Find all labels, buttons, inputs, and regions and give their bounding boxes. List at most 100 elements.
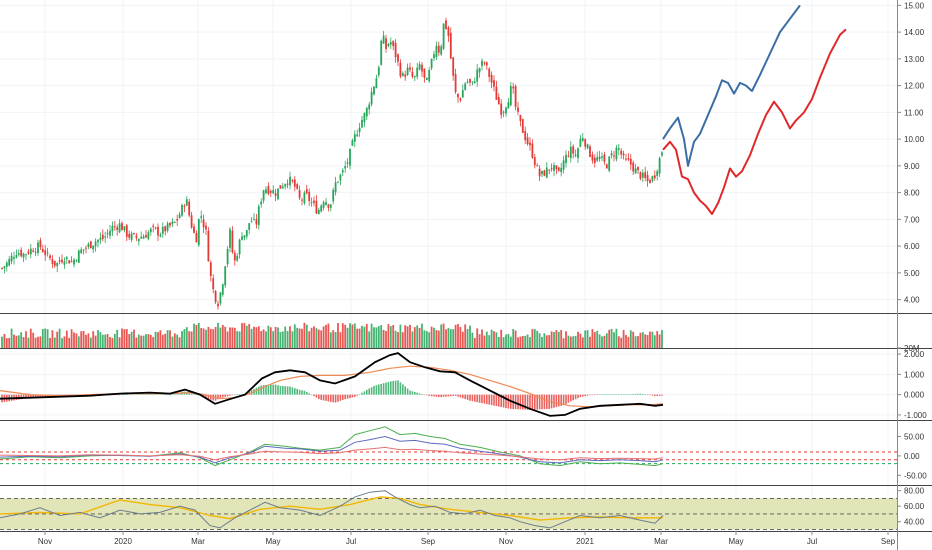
candle-body	[301, 199, 303, 201]
candle-body	[53, 260, 56, 266]
macd-line	[0, 352, 664, 417]
candle-123	[296, 182, 299, 190]
candle-206	[495, 80, 498, 100]
candle-body	[473, 81, 476, 84]
candle-body	[101, 234, 104, 239]
macd-hist-bar-248	[596, 394, 598, 395]
candle-body	[13, 257, 15, 259]
candle-body	[8, 259, 11, 266]
candle-183	[440, 44, 443, 56]
candle-36	[87, 242, 90, 250]
candle-34	[82, 249, 85, 255]
macd-hist-bar-81	[195, 394, 198, 396]
macd-hist-bar-224	[538, 394, 541, 410]
macd-hist-bar-118	[284, 386, 286, 395]
candle-body	[517, 107, 519, 112]
candle-body	[361, 119, 363, 128]
candle-body	[425, 77, 428, 80]
macd-hist-bar-52	[126, 394, 128, 395]
volume-bar-40	[97, 330, 99, 348]
candle-1	[3, 265, 6, 274]
macd-hist-bar-92	[222, 394, 224, 398]
volume-bar-7	[17, 335, 20, 348]
volume-bar-60	[145, 334, 147, 348]
candle-174	[418, 61, 421, 71]
candle-234	[562, 155, 565, 174]
candle-body	[497, 97, 500, 105]
candle-body	[289, 176, 291, 186]
x-axis[interactable]: Nov 2020 Mar May Jul Sep Nov 2021 Mar May Jul Sep	[38, 531, 896, 546]
volume-bar-20	[49, 337, 51, 348]
candle-15	[37, 239, 39, 256]
macd-hist-bar-204	[490, 394, 493, 406]
volume-bar-27	[65, 330, 68, 348]
candle-49	[118, 219, 121, 234]
candle-226	[543, 169, 546, 177]
volume-bar-61	[147, 334, 150, 348]
macd-hist-bar-115	[277, 385, 279, 395]
candle-72	[173, 221, 176, 224]
candle-41	[99, 232, 102, 244]
candle-body	[629, 158, 632, 165]
candle-191	[459, 97, 462, 103]
macd-hist-bar-200	[481, 394, 483, 404]
candle-216	[519, 114, 522, 127]
candle-body	[416, 67, 419, 77]
macd-hist-bar-60	[145, 393, 147, 395]
candle-body	[411, 71, 414, 77]
candle-222	[533, 153, 536, 169]
candle-body	[231, 230, 234, 253]
candle-130	[313, 196, 315, 207]
volume-bar-45	[109, 337, 111, 348]
volume-bar-68	[164, 333, 167, 348]
macd-tick-label-1: 1.000	[904, 370, 925, 379]
candle-270	[649, 178, 651, 184]
volume-bar-2	[5, 338, 8, 348]
volume-bar-114	[274, 326, 277, 348]
volume-bar-160	[385, 331, 387, 348]
macd-hist-bar-179	[430, 394, 433, 397]
volume-bar-237	[569, 336, 572, 348]
macd-hist-bar-133	[320, 394, 322, 400]
y-axes[interactable]: 4.00 5.00 6.00 7.00 8.00 9.00 10.00 11.00 12.00 1…	[897, 1, 927, 527]
volume-bar-37	[89, 337, 92, 348]
volume-bar-13	[32, 332, 35, 348]
candle-127	[305, 184, 308, 195]
candle-50	[121, 221, 123, 231]
volume-bar-222	[533, 329, 536, 348]
macd-hist-bar-172	[414, 391, 416, 395]
candle-body	[197, 219, 200, 246]
macd-hist-bar-135	[325, 394, 327, 401]
volume-bar-243	[584, 330, 587, 348]
macd-hist-bar-196	[471, 394, 474, 402]
volume-bar-257	[617, 336, 620, 348]
volume-bar-219	[526, 334, 529, 348]
price-tick-label-9: 13.00	[904, 55, 925, 64]
candle-45	[109, 224, 111, 239]
volume-bar-191	[459, 326, 462, 348]
candle-body	[56, 262, 59, 267]
macd-hist-bar-54	[130, 394, 133, 395]
macd-hist-bar-251	[603, 394, 606, 395]
candle-body	[380, 40, 383, 65]
candle-body	[17, 253, 20, 255]
candle-body	[303, 192, 306, 204]
candle-body	[1, 267, 3, 269]
macd-hist-bar-8	[20, 394, 22, 400]
macd-hist-bar-134	[322, 394, 325, 401]
macd-hist-bar-103	[248, 391, 250, 395]
macd-hist-bar-71	[171, 394, 174, 395]
forecast-blue-line	[662, 4, 801, 167]
macd-hist-bar-141	[339, 394, 342, 401]
candle-122	[293, 176, 296, 192]
volume-bar-62	[149, 334, 152, 348]
volume-bar-179	[430, 326, 433, 348]
volume-bar-116	[279, 332, 282, 348]
candle-body	[409, 67, 411, 70]
candle-body	[58, 260, 61, 262]
candle-232	[557, 166, 560, 173]
macd-hist-bar-67	[162, 394, 164, 395]
volume-bar-107	[257, 326, 260, 348]
volume-bar-106	[255, 327, 258, 348]
candle-43	[104, 231, 107, 243]
